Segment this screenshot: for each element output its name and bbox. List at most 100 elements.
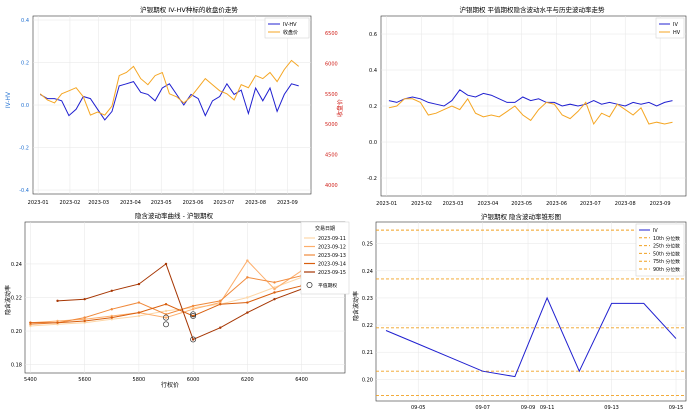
x-tick-label: 09-07 [475,405,490,411]
legend-label: 25th 分位数 [653,243,680,250]
legend-label: 2023-09-13 [318,253,346,259]
iv-line [388,89,673,107]
right-y-tick-label: 4000 [325,183,338,189]
legend-box [635,223,685,277]
legend-box [264,17,310,39]
smile-point [219,299,222,303]
x-tick-label: 2023-06 [546,201,567,207]
y-tick-label: 0.6 [369,32,377,38]
y-tick-label: 0.21 [362,350,373,356]
smile-point [110,308,113,311]
smile-point [164,316,168,319]
chart-title: 沪银期权 IV-HV种标的收盘价走势 [140,5,238,14]
y-axis-label: 隐含波动率 [4,285,12,315]
x-tick-label: 5800 [133,377,146,383]
smile-point [56,299,59,303]
right-y-axis-label: 收盘价 [336,99,344,117]
y-tick-label: 0.24 [362,269,373,275]
x-tick-label: 2023-04 [477,201,498,207]
right-y-tick-label: 6500 [325,31,338,37]
x-tick-label: 09-11 [540,405,555,411]
smile-point [246,259,249,262]
legend-label: HV [673,30,681,36]
atm-marker [190,336,197,343]
x-tick-label: 2023-04 [120,200,141,206]
x-tick-label: 2023-07 [580,201,601,207]
chart-title: 隐含波动率曲线 - 沪银期权 [135,211,213,220]
left-y-tick-label: 0.0 [21,103,29,109]
y-tick-label: 0.2 [369,104,377,110]
smile-point [164,262,168,266]
atm-marker [163,321,169,328]
legend-label: 收盘价 [283,29,298,36]
left-y-tick-label: 0.2 [21,61,29,67]
y-tick-label: 0.25 [362,242,373,248]
smile-point [83,316,86,319]
left-y-axis-label: IV-HV [5,91,12,108]
y-tick-label: 0.0 [369,140,377,146]
x-tick-label: 2023-09 [277,200,298,206]
legend-label: IV-HV [283,22,297,28]
smile-line [30,270,329,324]
x-tick-label: 2023-01 [28,200,49,206]
smile-point [273,291,276,294]
x-tick-label: 2023-08 [615,201,636,207]
legend-label: 2023-09-15 [318,270,346,276]
smile-point [246,301,249,304]
x-tick-label: 2023-05 [511,201,532,207]
right-y-tick-label: 6000 [325,61,338,67]
legend-label: 50th 分位数 [653,250,680,257]
smile-point [29,321,32,324]
atm-marker [190,311,197,318]
atm-marker [190,313,197,319]
smile-point [83,318,86,321]
y-tick-label: 0.4 [369,68,377,74]
smile-point [137,282,141,286]
legend-label: 平值期权 [318,282,337,289]
x-tick-label: 6000 [187,377,200,383]
chart-title: 沪银期权 平值期权隐含波动水平与历史波动率走势 [459,5,605,14]
smile-point [273,281,276,284]
smile-point [191,306,195,309]
legend-label: 75th 分位数 [653,258,680,265]
y-tick-label: 0.22 [362,323,373,329]
x-tick-label: 2023-01 [376,201,397,207]
smile-point [273,297,276,301]
y-tick-label: 0.20 [11,329,22,335]
iv-hv-level-chart: 沪银期权 平值期权隐含波动水平与历史波动率走势 2023-01 2023-02 20… [367,5,687,207]
legend-label: 10th 分位数 [653,235,680,242]
legend-title: 交易日期 [315,225,335,232]
chart-title: 沪银期权 隐含波动率锥形图 [481,212,561,221]
y-axis-label: 隐含波动率 [352,291,360,321]
smile-point [83,297,86,301]
x-tick-label: 09-09 [521,405,536,411]
smile-point [246,311,249,314]
left-y-tick-label: -0.4 [19,188,29,194]
y-tick-label: 0.23 [362,296,373,302]
smile-point [137,311,141,314]
x-tick-label: 2023-02 [59,200,80,206]
right-y-tick-label: 5500 [325,92,338,98]
iv-line [385,296,677,378]
smile-point [110,289,113,292]
legend-box [300,221,350,295]
right-y-tick-label: 5000 [325,122,338,128]
smile-point [137,301,141,304]
smile-point [219,326,222,329]
y-tick-label: 0.18 [11,363,22,369]
x-tick-label: 2023-03 [443,201,464,207]
y-tick-label: 0.24 [11,262,22,268]
legend-atm-marker [306,282,313,288]
smile-point [29,323,32,326]
legend-label: 2023-09-12 [318,245,346,251]
smile-point [164,303,168,306]
smile-point [273,287,276,291]
smile-point [219,303,222,306]
smile-point [164,309,168,313]
smile-point [56,319,59,323]
right-y-tick-label: 4500 [325,153,338,159]
x-tick-label: 2023-07 [213,200,234,206]
y-tick-label: 0.22 [11,296,22,302]
smile-point [83,321,86,324]
legend-label: IV [653,228,658,234]
